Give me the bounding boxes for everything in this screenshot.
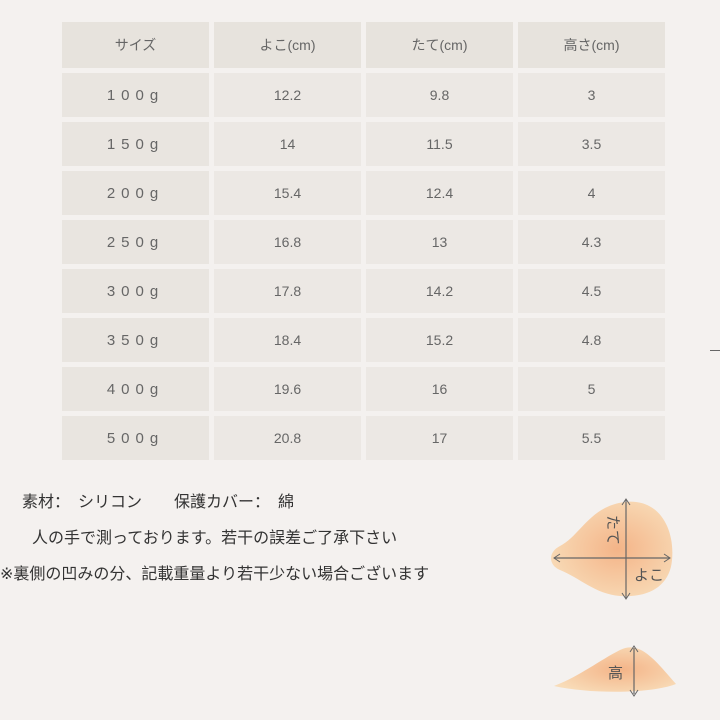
cell-depth: 4.3 xyxy=(518,220,665,264)
cell-size: 400g xyxy=(62,367,209,411)
cell-height: 11.5 xyxy=(366,122,513,166)
weight-note: ※裏側の凹みの分、記載重量より若干少ない場合ございます xyxy=(0,564,430,583)
cell-width: 15.4 xyxy=(214,171,361,215)
cell-width: 16.8 xyxy=(214,220,361,264)
cell-height: 12.4 xyxy=(366,171,513,215)
table-row: 250g 16.8 13 4.3 xyxy=(62,220,665,264)
cell-width: 20.8 xyxy=(214,416,361,460)
cell-height: 9.8 xyxy=(366,73,513,117)
cell-size: 350g xyxy=(62,318,209,362)
cell-height: 16 xyxy=(366,367,513,411)
cell-size: 200g xyxy=(62,171,209,215)
header-size: サイズ xyxy=(62,22,209,68)
side-shape xyxy=(554,647,676,692)
table-row: 500g 20.8 17 5.5 xyxy=(62,416,665,460)
product-diagram: たて よこ 高 xyxy=(551,498,676,697)
cell-size: 300g xyxy=(62,269,209,313)
cell-height: 13 xyxy=(366,220,513,264)
table-row: 100g 12.2 9.8 3 xyxy=(62,73,665,117)
cell-depth: 5 xyxy=(518,367,665,411)
cell-height: 17 xyxy=(366,416,513,460)
width-label: よこ xyxy=(634,566,664,584)
cell-depth: 5.5 xyxy=(518,416,665,460)
cell-depth: 3.5 xyxy=(518,122,665,166)
cell-depth: 3 xyxy=(518,73,665,117)
table-row: 300g 17.8 14.2 4.5 xyxy=(62,269,665,313)
cell-width: 19.6 xyxy=(214,367,361,411)
height-label: たて xyxy=(604,515,622,545)
header-depth: 高さ(cm) xyxy=(518,22,665,68)
cell-width: 14 xyxy=(214,122,361,166)
table-row: 200g 15.4 12.4 4 xyxy=(62,171,665,215)
size-table: サイズ よこ(cm) たて(cm) 高さ(cm) 100g 12.2 9.8 3 150… xyxy=(57,17,670,465)
cell-width: 12.2 xyxy=(214,73,361,117)
cell-size: 150g xyxy=(62,122,209,166)
divider xyxy=(710,350,720,351)
cell-height: 14.2 xyxy=(366,269,513,313)
cell-size: 250g xyxy=(62,220,209,264)
front-shape xyxy=(551,501,673,597)
measure-note: 人の手で測っております。若干の誤差ご了承下さい xyxy=(32,528,398,547)
table-row: 350g 18.4 15.2 4.8 xyxy=(62,318,665,362)
table-header-row: サイズ よこ(cm) たて(cm) 高さ(cm) xyxy=(62,22,665,68)
material-note: 素材： シリコン 保護カバー： 綿 xyxy=(22,492,295,511)
cell-depth: 4 xyxy=(518,171,665,215)
header-height: たて(cm) xyxy=(366,22,513,68)
table-row: 400g 19.6 16 5 xyxy=(62,367,665,411)
cell-size: 100g xyxy=(62,73,209,117)
cell-width: 18.4 xyxy=(214,318,361,362)
table-row: 150g 14 11.5 3.5 xyxy=(62,122,665,166)
cell-height: 15.2 xyxy=(366,318,513,362)
header-width: よこ(cm) xyxy=(214,22,361,68)
cell-depth: 4.5 xyxy=(518,269,665,313)
cell-size: 500g xyxy=(62,416,209,460)
depth-label: 高 xyxy=(608,664,623,682)
cell-width: 17.8 xyxy=(214,269,361,313)
cell-depth: 4.8 xyxy=(518,318,665,362)
